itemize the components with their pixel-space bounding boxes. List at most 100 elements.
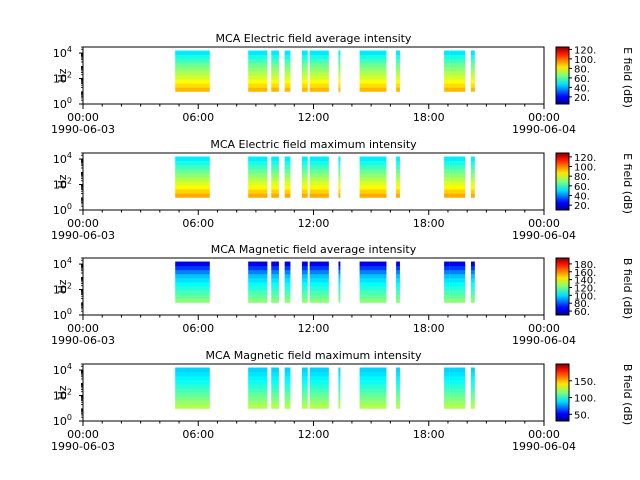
spectrogram-cell: [359, 164, 387, 170]
colorbar-tick-label: 120.: [574, 45, 596, 56]
spectrogram-cell: [248, 290, 268, 295]
spectrogram-cell: [248, 176, 268, 182]
spectrogram-cell: [271, 261, 279, 267]
spectrogram-cell: [309, 273, 329, 279]
spectrogram-cell: [396, 50, 400, 56]
x-tick-label: 06:00: [182, 428, 214, 441]
spectrogram-cell: [248, 58, 268, 64]
spectrogram-cell: [449, 265, 466, 271]
spectrogram-cell: [271, 404, 279, 409]
spectrogram-cell: [471, 404, 475, 409]
spectrogram-cell: [471, 383, 475, 389]
spectrogram-cell: [301, 391, 308, 397]
spectrogram-cell: [338, 156, 341, 162]
spectrogram-cell: [175, 168, 210, 174]
y-tick-label: 100: [53, 96, 72, 111]
spectrogram-cell: [284, 168, 291, 174]
spectrogram-cell: [301, 290, 308, 295]
spectrogram-cell: [284, 290, 291, 295]
spectrogram-cell: [338, 185, 341, 190]
spectrogram-cell: [396, 83, 400, 88]
spectrogram-cell: [301, 189, 308, 194]
y-tick-label: 100: [53, 307, 72, 322]
panel-1: MCA Electric field average intensity 00:0…: [51, 32, 634, 136]
spectrogram-cell: [471, 396, 475, 401]
spectrogram-cell: [471, 62, 475, 68]
spectrogram-cell: [471, 180, 475, 186]
spectrogram-cell: [471, 269, 475, 275]
spectrogram-cell: [471, 387, 475, 393]
spectrogram-cell: [301, 265, 308, 271]
spectrogram-cell: [338, 79, 341, 84]
spectrogram-cell: [359, 176, 387, 182]
spectrogram-cell: [444, 375, 450, 381]
spectrogram-cell: [309, 298, 329, 303]
x-tick-label: 00:00: [67, 428, 99, 441]
spectrogram-cell: [248, 265, 268, 271]
spectrogram-cell: [338, 189, 341, 194]
spectrogram-cell: [444, 400, 450, 405]
spectrogram-cell: [444, 285, 450, 291]
spectrogram-cell: [284, 193, 291, 198]
spectrogram-cell: [396, 375, 400, 381]
spectrogram-cell: [301, 404, 308, 409]
colorbar-label: E field (dB): [621, 153, 634, 214]
spectrogram-cell: [359, 261, 387, 267]
spectrogram-cell: [284, 387, 291, 393]
spectrogram-cell: [271, 156, 279, 162]
spectrogram-cell: [301, 387, 308, 393]
spectrogram-cell: [396, 294, 400, 299]
spectrogram-cell: [301, 168, 308, 174]
x-tick-label: 06:00: [182, 111, 214, 124]
spectrogram-cell: [444, 193, 450, 198]
spectrogram-cell: [284, 66, 291, 72]
spectrogram-cell: [338, 50, 341, 56]
spectrogram-cell: [248, 83, 268, 88]
spectrogram-cell: [175, 58, 210, 64]
spectrogram-cell: [271, 50, 279, 56]
colorbar-tick-label: 80.: [574, 172, 590, 183]
spectrogram-cell: [449, 273, 466, 279]
x-tick-label: 18:00: [413, 322, 445, 335]
spectrogram-cell: [271, 298, 279, 303]
spectrogram-cell: [248, 379, 268, 385]
x-tick-label: 00:00: [528, 322, 560, 335]
spectrogram-cell: [175, 50, 210, 56]
x-tick-label: 12:00: [298, 428, 330, 441]
spectrogram-cell: [359, 285, 387, 291]
spectrogram-cell: [338, 74, 341, 80]
spectrogram-cell: [175, 379, 210, 385]
spectrogram-cell: [284, 404, 291, 409]
spectrogram-cell: [449, 269, 466, 275]
spectrogram-cell: [449, 375, 466, 381]
spectrogram-cell: [359, 273, 387, 279]
spectrogram-cell: [301, 66, 308, 72]
spectrogram-cell: [396, 396, 400, 401]
x-tick-label: 00:00: [67, 111, 99, 124]
spectrogram-cell: [248, 396, 268, 401]
spectrogram-cell: [309, 70, 329, 76]
spectrogram-cell: [338, 261, 341, 267]
spectrogram-cell: [471, 294, 475, 299]
spectrogram-cell: [444, 180, 450, 186]
spectrogram-cell: [444, 261, 450, 267]
y-tick-label: 102: [53, 71, 72, 86]
spectrogram-cell: [309, 391, 329, 397]
colorbar: [555, 152, 570, 211]
spectrogram-cell: [175, 391, 210, 397]
spectrogram-cell: [359, 70, 387, 76]
spectrogram-cell: [271, 383, 279, 389]
spectrogram-cell: [359, 87, 387, 92]
spectrogram-cell: [175, 62, 210, 68]
spectrogram-cell: [338, 404, 341, 409]
spectrogram-cell: [284, 285, 291, 291]
spectrogram-cell: [471, 168, 475, 174]
colorbar-tick-label: 20.: [574, 93, 590, 104]
spectrogram-cell: [396, 70, 400, 76]
spectrogram-cell: [271, 62, 279, 68]
spectrogram-cell: [471, 189, 475, 194]
spectrogram-cell: [301, 83, 308, 88]
spectrogram-cell: [359, 298, 387, 303]
y-axis-label: Hz: [56, 385, 69, 399]
